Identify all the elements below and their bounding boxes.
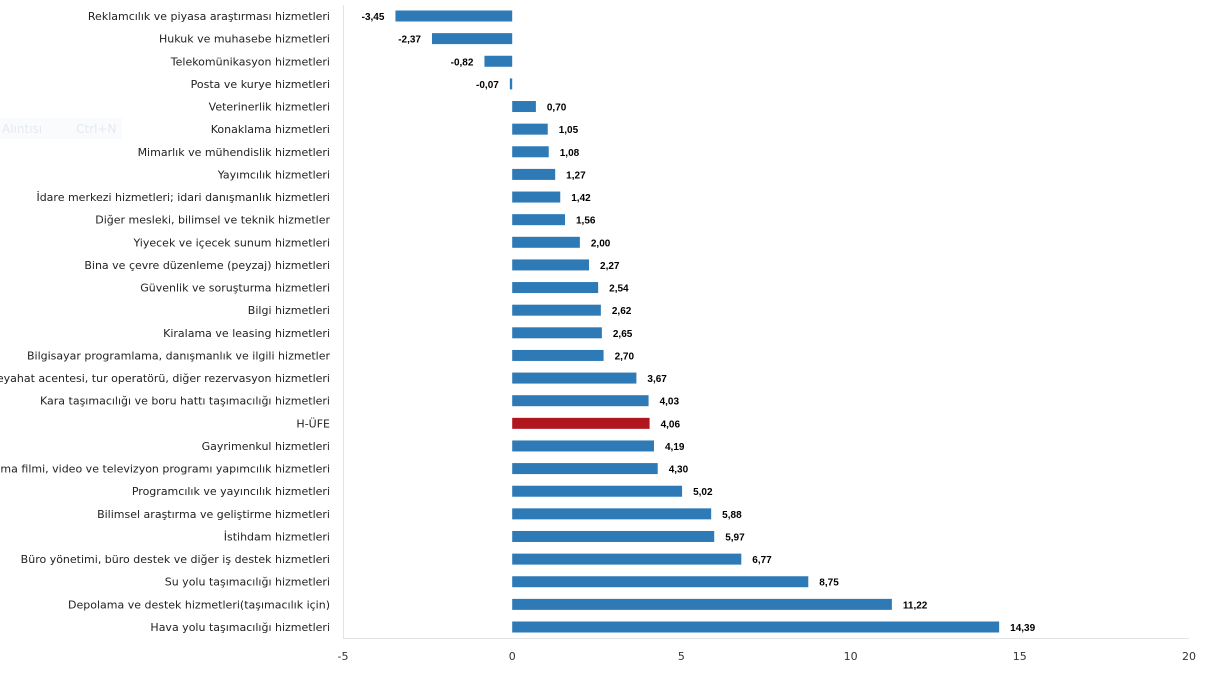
category-label: Yayımcılık hizmetleri bbox=[217, 168, 330, 181]
category-label: Programcılık ve yayıncılık hizmetleri bbox=[132, 485, 330, 498]
data-label: 0,70 bbox=[547, 103, 567, 114]
bar bbox=[512, 168, 556, 180]
bar bbox=[395, 10, 513, 22]
bar bbox=[512, 349, 604, 361]
data-label: 11,22 bbox=[903, 600, 928, 611]
category-label: Hukuk ve muhasebe hizmetleri bbox=[159, 33, 330, 46]
category-label: Bilgi hizmetleri bbox=[248, 304, 330, 317]
category-label: H-ÜFE bbox=[296, 417, 330, 430]
category-label: Bina ve çevre düzenleme (peyzaj) hizmetl… bbox=[84, 259, 330, 272]
data-label: 4,19 bbox=[665, 442, 685, 453]
bar bbox=[512, 530, 715, 542]
data-label: 1,42 bbox=[571, 193, 591, 204]
category-label: Bilgisayar programlama, danışmanlık ve i… bbox=[27, 349, 330, 362]
x-tick-label: 0 bbox=[509, 650, 516, 663]
data-label: 2,00 bbox=[591, 238, 611, 249]
category-label: Büro yönetimi, büro destek ve diğer iş d… bbox=[21, 553, 330, 566]
data-label: 4,30 bbox=[669, 465, 689, 476]
category-label: İdare merkezi hizmetleri; idari danışman… bbox=[36, 191, 330, 204]
category-label: Su yolu taşımacılığı hizmetleri bbox=[165, 576, 330, 589]
data-label: 4,06 bbox=[661, 419, 681, 430]
bar bbox=[512, 576, 809, 588]
bar bbox=[512, 508, 712, 520]
x-tick-label: 10 bbox=[844, 650, 858, 663]
data-label: 2,70 bbox=[615, 351, 635, 362]
bar bbox=[431, 33, 513, 45]
bar bbox=[484, 55, 513, 67]
category-label: Güvenlik ve soruşturma hizmetleri bbox=[140, 282, 330, 295]
category-label: Hava yolu taşımacılığı hizmetleri bbox=[150, 621, 330, 634]
menu-shortcut: Ctrl+N bbox=[76, 121, 117, 136]
bar bbox=[509, 78, 513, 90]
data-label: 14,39 bbox=[1010, 623, 1035, 634]
bar bbox=[512, 146, 549, 158]
bar bbox=[512, 327, 602, 339]
category-label: Telekomünikasyon hizmetleri bbox=[170, 55, 330, 68]
data-label: 3,67 bbox=[647, 374, 667, 385]
x-tick-label: 15 bbox=[1013, 650, 1027, 663]
data-label: 2,54 bbox=[609, 284, 629, 295]
category-label: Kara taşımacılığı ve boru hattı taşımacı… bbox=[40, 395, 330, 408]
data-label: 1,05 bbox=[559, 125, 579, 136]
x-tick-label: 20 bbox=[1182, 650, 1196, 663]
bar bbox=[512, 101, 536, 113]
context-menu-ghost: Alıntısı Ctrl+N bbox=[0, 118, 122, 139]
data-label: -0,07 bbox=[476, 80, 499, 91]
category-label: Reklamcılık ve piyasa araştırması hizmet… bbox=[88, 10, 330, 23]
bar bbox=[512, 259, 590, 271]
bar bbox=[512, 463, 658, 475]
data-label: -2,37 bbox=[398, 35, 421, 46]
bar bbox=[512, 282, 599, 294]
category-label: Yiyecek ve içecek sunum hizmetleri bbox=[132, 236, 330, 249]
bar bbox=[512, 123, 548, 135]
data-label: 2,65 bbox=[613, 329, 633, 340]
data-label: 1,56 bbox=[576, 216, 596, 227]
category-label: Konaklama hizmetleri bbox=[211, 123, 330, 136]
data-label: 1,27 bbox=[566, 170, 586, 181]
bar bbox=[512, 598, 892, 610]
category-label: İstihdam hizmetleri bbox=[224, 530, 330, 543]
data-label: -3,45 bbox=[362, 12, 385, 23]
bar bbox=[512, 191, 561, 203]
category-label: Diğer mesleki, bilimsel ve teknik hizmet… bbox=[95, 214, 330, 227]
category-label: Depolama ve destek hizmetleri(taşımacılı… bbox=[68, 598, 330, 611]
data-label: 5,88 bbox=[722, 510, 742, 521]
data-label: 4,03 bbox=[660, 397, 680, 408]
data-label: 1,08 bbox=[560, 148, 580, 159]
category-label: Veterinerlik hizmetleri bbox=[209, 101, 330, 114]
category-label: Seyahat acentesi, tur operatörü, diğer r… bbox=[0, 372, 330, 385]
bar bbox=[512, 372, 637, 384]
bar bbox=[512, 417, 650, 429]
x-tick-label: -5 bbox=[338, 650, 349, 663]
x-tick-label: 5 bbox=[678, 650, 685, 663]
data-label: 2,62 bbox=[612, 306, 632, 317]
category-label: Gayrimenkul hizmetleri bbox=[202, 440, 330, 453]
category-label: Kiralama ve leasing hizmetleri bbox=[163, 327, 330, 340]
data-label: 2,27 bbox=[600, 261, 620, 272]
data-label: 6,77 bbox=[752, 555, 772, 566]
category-label: Bilimsel araştırma ve geliştirme hizmetl… bbox=[97, 508, 330, 521]
data-label: 5,97 bbox=[725, 532, 745, 543]
bar bbox=[512, 553, 742, 565]
category-label: Mimarlık ve mühendislik hizmetleri bbox=[138, 146, 330, 159]
bar bbox=[512, 485, 683, 497]
data-label: 5,02 bbox=[693, 487, 713, 498]
menu-label: Alıntısı bbox=[2, 121, 43, 136]
bar bbox=[512, 214, 565, 226]
category-label: Sinema filmi, video ve televizyon progra… bbox=[0, 463, 330, 476]
data-label: 8,75 bbox=[819, 578, 839, 589]
category-label: Posta ve kurye hizmetleri bbox=[191, 78, 330, 91]
bar bbox=[512, 304, 601, 316]
bar bbox=[512, 621, 1000, 633]
bar bbox=[512, 395, 649, 407]
data-label: -0,82 bbox=[451, 57, 474, 68]
bar bbox=[512, 236, 580, 248]
bar bbox=[512, 440, 654, 452]
